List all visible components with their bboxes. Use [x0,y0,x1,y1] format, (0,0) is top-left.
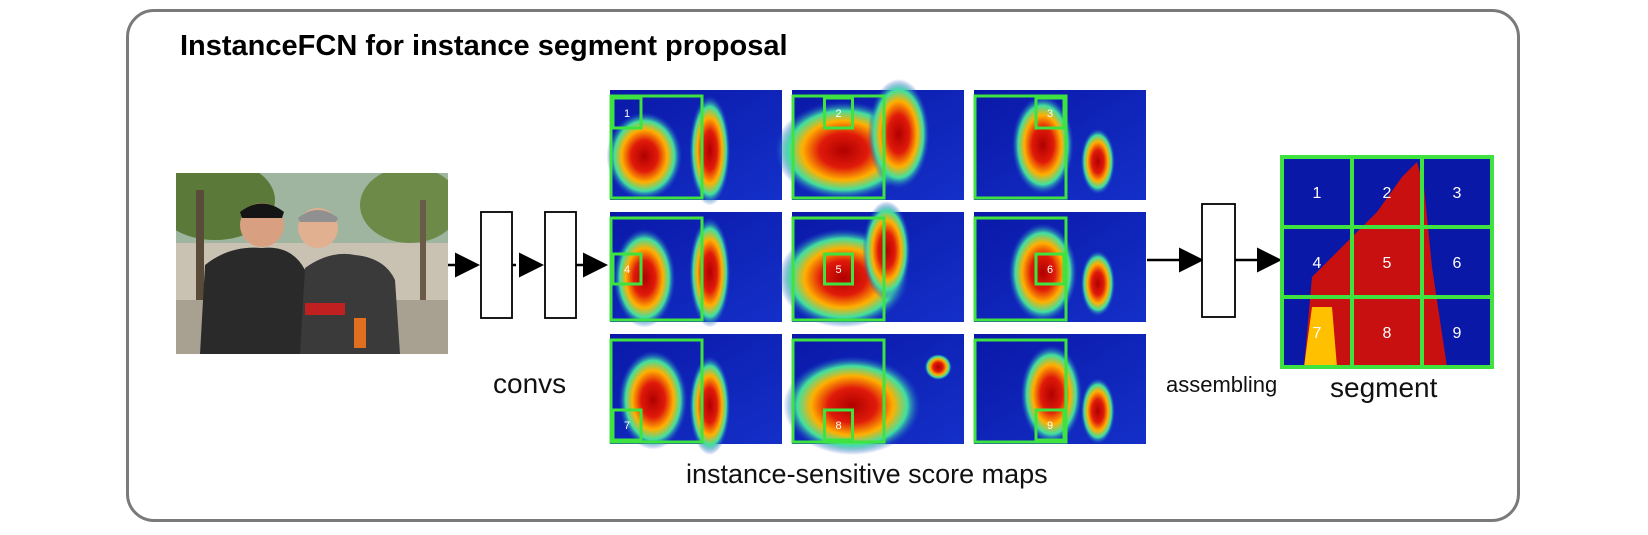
roi-box [973,338,1068,444]
score-maps-grid: 1 2 3 4 5 6 7 8 9 [606,79,1146,455]
segment-cell-index: 7 [1313,325,1322,342]
score-map-5: 5 [778,201,964,328]
assembling-box [1201,203,1236,318]
roi-box [609,216,704,322]
cell-box [1034,96,1066,130]
segment-cell-index: 8 [1383,325,1392,342]
score-map-7: 7 [609,334,782,455]
cell-box [1034,252,1066,286]
score-map-index: 5 [835,264,841,276]
convs-label: convs [493,368,567,399]
score-map-6: 6 [973,212,1146,322]
score-map-index: 1 [624,108,630,120]
score-map-index: 3 [1047,108,1053,120]
segment-cell-index: 5 [1383,255,1392,272]
score-map-index: 8 [835,420,841,432]
roi-box [609,338,704,444]
assembling-label: assembling [1166,372,1278,397]
score-map-8: 8 [783,334,964,455]
segment-cell-index: 6 [1453,255,1462,272]
score-map-index: 2 [835,108,841,120]
score-map-4: 4 [609,212,782,328]
segment-cell-index: 3 [1453,185,1462,202]
cell-box [611,408,643,442]
segment-cell-index: 1 [1313,185,1322,202]
conv-layer-1 [480,211,513,319]
segment-cell-index: 9 [1453,325,1462,342]
score-map-index: 7 [624,420,630,432]
segment-cell-index: 4 [1313,255,1322,272]
cell-box [611,252,643,286]
segment-cell-index: 2 [1383,185,1392,202]
diagram-title: InstanceFCN for instance segment proposa… [180,30,788,62]
score-map-3: 3 [973,90,1146,200]
cell-box [823,252,854,286]
roi-box [973,94,1068,200]
score-map-9: 9 [973,334,1146,444]
roi-box [791,338,886,444]
score-map-index: 4 [624,264,630,276]
cell-box [823,96,854,130]
segment-edge [1304,307,1337,367]
cell-box [1034,408,1066,442]
segment-mask [1304,162,1447,367]
input-photo [176,173,448,354]
score-map-index: 6 [1047,264,1053,276]
segment-output: 1 2 3 4 5 6 7 8 9 [1280,155,1494,369]
roi-box [609,94,704,200]
segment-cell [1420,295,1494,369]
segment-label: segment [1330,372,1438,403]
cell-box [823,408,854,442]
cell-box [611,96,643,130]
roi-box [791,216,886,322]
roi-box [791,94,886,200]
score-map-2: 2 [774,79,964,200]
score-map-1: 1 [606,90,782,206]
score-map-index: 9 [1047,420,1053,432]
score-maps-label: instance-sensitive score maps [686,459,1048,489]
conv-layer-2 [544,211,577,319]
roi-box [973,216,1068,322]
